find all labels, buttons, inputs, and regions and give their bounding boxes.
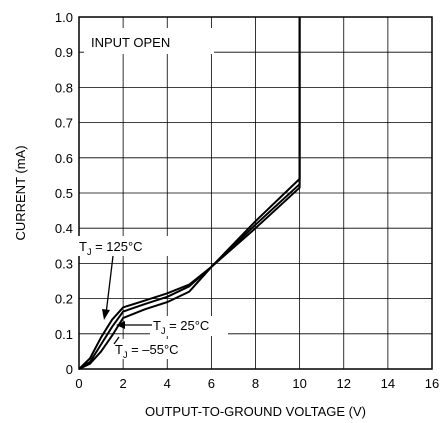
x-tick-label: 16 — [425, 376, 439, 391]
annotation-input-open: INPUT OPEN — [91, 35, 170, 50]
label-arrows — [102, 255, 152, 345]
x-tick-label: 14 — [381, 376, 395, 391]
annotation-box: INPUT OPEN — [84, 28, 214, 54]
arrow-25c-head — [116, 321, 125, 329]
x-tick-label: 10 — [292, 376, 306, 391]
x-axis-label: OUTPUT-TO-GROUND VOLTAGE (V) — [145, 404, 366, 419]
plot-frame — [78, 16, 433, 370]
arrow-125c — [105, 255, 114, 315]
arrow-125c-head — [102, 309, 110, 320]
series-label-125c: TJ = 125°C — [79, 239, 143, 257]
y-axis-label: CURRENT (mA) — [13, 145, 28, 240]
x-tick-label: 4 — [164, 376, 171, 391]
x-tick-label: 2 — [120, 376, 127, 391]
leader-minus55c — [113, 336, 120, 345]
y-tick-label: 0.3 — [55, 256, 73, 271]
x-tick-labels: 0 2 4 6 8 10 12 14 16 — [75, 376, 439, 391]
y-tick-label: 0.7 — [55, 116, 73, 131]
x-tick-label: 12 — [337, 376, 351, 391]
series-lines — [78, 17, 301, 370]
series-label-minus55c: TJ = –55°C — [115, 342, 179, 360]
series-labels: TJ = 125°C TJ = 25°C TJ = –55°C — [76, 236, 228, 360]
y-tick-label: 0.8 — [55, 80, 73, 95]
y-tick-labels: 0 0.1 0.2 0.3 0.4 0.5 0.6 0.7 0.8 0.9 1.0 — [55, 10, 73, 377]
x-tick-label: 8 — [252, 376, 259, 391]
y-tick-label: 0.4 — [55, 221, 73, 236]
x-tick-label: 0 — [75, 376, 82, 391]
y-tick-label: 0.1 — [55, 327, 73, 342]
series-line-1 — [78, 17, 301, 370]
y-tick-label: 0.2 — [55, 292, 73, 307]
series-line-0 — [78, 17, 301, 370]
y-tick-label: 0.9 — [55, 45, 73, 60]
y-tick-label: 0.6 — [55, 151, 73, 166]
series-label-25c: TJ = 25°C — [153, 318, 209, 336]
y-tick-label: 0.5 — [55, 186, 73, 201]
x-tick-label: 6 — [208, 376, 215, 391]
y-tick-label: 0 — [66, 362, 73, 377]
y-tick-label: 1.0 — [55, 10, 73, 25]
grid — [78, 16, 433, 370]
series-line-2 — [78, 17, 301, 370]
